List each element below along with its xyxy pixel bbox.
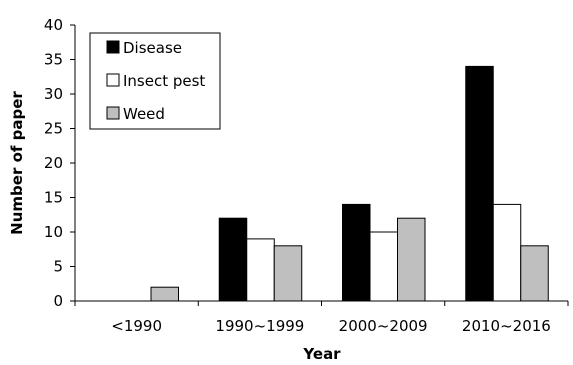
y-tick-label: 10 — [44, 223, 63, 241]
x-axis: <1990 1990~1999 2000~2009 2010~2016 — [74, 300, 569, 335]
x-tick-label: 2000~2009 — [339, 317, 428, 335]
bar-disease — [465, 65, 494, 302]
legend-swatch-insect-pest — [106, 73, 120, 87]
legend-label-insect-pest: Insect pest — [123, 72, 205, 90]
legend-swatch-weed — [106, 106, 120, 120]
x-tick-label: 1990~1999 — [215, 317, 304, 335]
legend-label-disease: Disease — [123, 39, 182, 57]
bar-insect-pest — [369, 231, 398, 302]
y-axis: 0 5 10 15 20 25 30 35 40 — [44, 16, 76, 310]
bar-insect-pest — [492, 203, 522, 302]
bar-weed — [397, 217, 426, 302]
bar-weed — [273, 245, 303, 302]
y-tick-label: 25 — [44, 120, 63, 138]
bar-disease — [342, 203, 371, 302]
y-tick-label: 20 — [44, 154, 63, 172]
y-tick-label: 0 — [53, 292, 63, 310]
legend-label-weed: Weed — [123, 105, 165, 123]
y-axis-title: Number of paper — [8, 91, 26, 235]
y-tick-label: 5 — [53, 258, 63, 276]
y-tick-label: 35 — [44, 51, 63, 69]
y-tick-label: 15 — [44, 189, 63, 207]
bar-insect-pest — [246, 238, 275, 302]
bar-weed — [520, 245, 549, 302]
x-tick-label: 2010~2016 — [462, 317, 551, 335]
x-axis-title: Year — [302, 345, 341, 363]
legend: Disease Insect pest Weed — [89, 32, 221, 130]
legend-swatch-disease — [106, 40, 120, 54]
y-tick-label: 30 — [44, 85, 63, 103]
y-tick-label: 40 — [44, 16, 63, 34]
x-tick-label: <1990 — [111, 317, 162, 335]
bar-weed — [150, 286, 179, 302]
bar-disease — [218, 217, 248, 302]
bars — [150, 65, 549, 302]
